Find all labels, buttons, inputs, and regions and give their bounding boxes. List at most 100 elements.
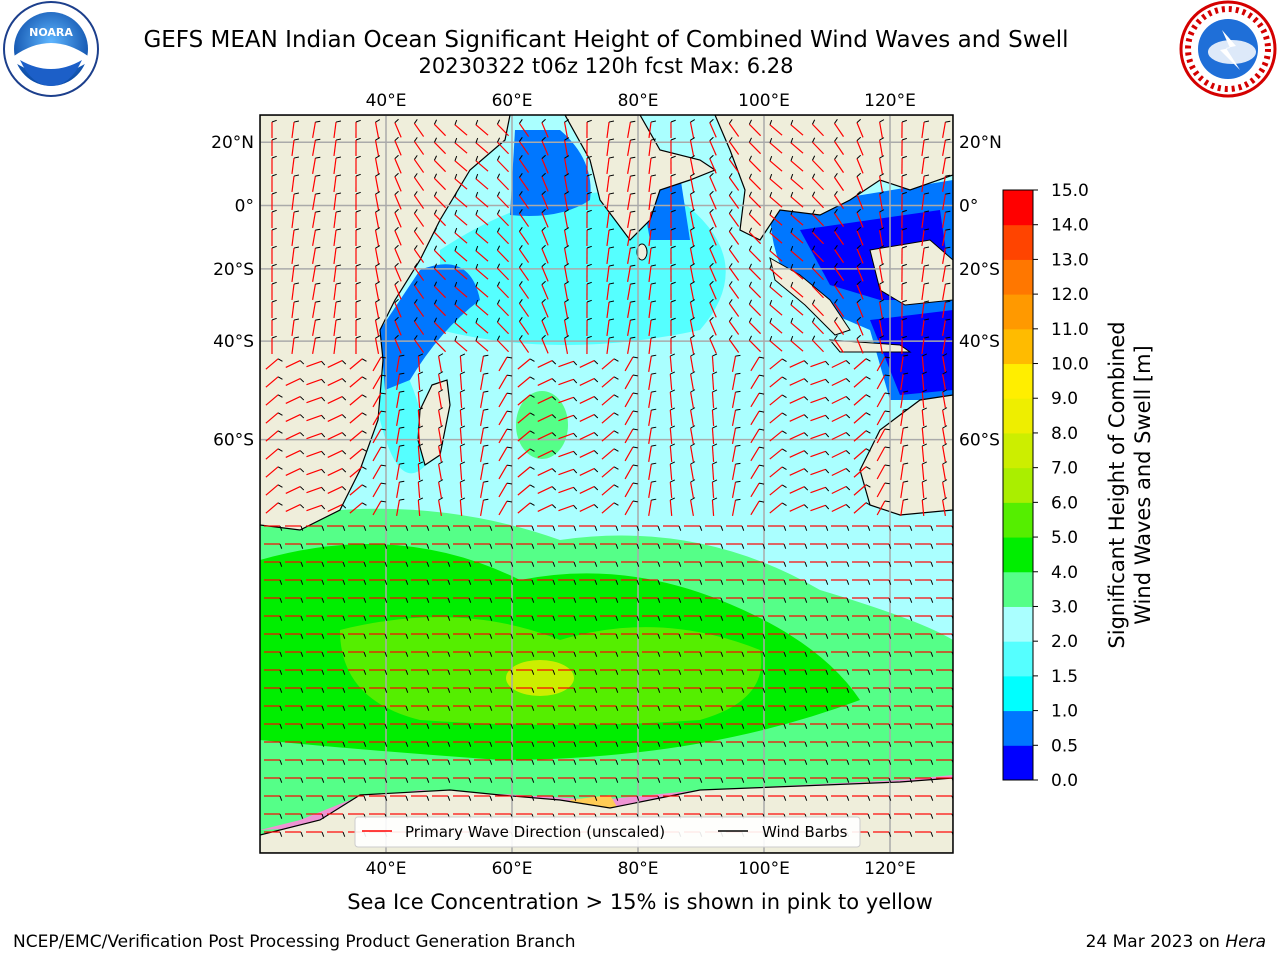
wind-barb [636, 759, 640, 765]
wind-barb [856, 244, 861, 249]
wind-barb [825, 795, 829, 801]
wind-barb [909, 741, 913, 747]
wind-barb [615, 633, 619, 639]
wave-arrow [942, 374, 946, 390]
wave-arrow [558, 504, 574, 512]
wind-barb [551, 504, 557, 509]
wind-barb [405, 597, 409, 603]
colorbar-tick-label: 15.0 [1051, 181, 1089, 201]
wave-arrow [812, 267, 824, 281]
wind-barb [321, 723, 325, 729]
wind-barb [613, 358, 619, 362]
wind-barb [888, 615, 892, 621]
wave-arrow [750, 410, 760, 426]
wind-barb [909, 651, 913, 657]
wind-barb [903, 462, 909, 465]
wave-arrow [333, 337, 337, 355]
wind-barb [380, 500, 387, 503]
wave-arrow [496, 303, 510, 317]
wind-barb [460, 461, 466, 465]
wind-barb [394, 334, 399, 340]
wave-arrow [627, 158, 631, 174]
wind-barb [384, 597, 388, 603]
wind-barb [321, 813, 325, 819]
wind-barb [867, 615, 871, 621]
wind-barb [632, 464, 638, 467]
wind-barb [375, 317, 381, 321]
wind-barb [790, 245, 794, 251]
wind-barb [670, 371, 676, 375]
wind-barb [884, 464, 890, 467]
wind-barb [341, 432, 347, 437]
wind-barb [922, 371, 927, 375]
wind-barb [856, 136, 861, 141]
wind-barb [468, 615, 472, 621]
wave-arrow [537, 450, 553, 458]
wave-arrow [265, 394, 279, 406]
wind-barb [888, 597, 892, 603]
wind-barb [335, 138, 342, 141]
wave-arrow [812, 321, 824, 335]
wind-barb [657, 669, 661, 675]
wave-arrow [921, 499, 925, 517]
wind-barb [651, 426, 657, 429]
wave-arrow [517, 484, 531, 496]
wave-arrow [900, 500, 904, 516]
wind-barb [922, 407, 927, 411]
wind-barb [650, 210, 656, 213]
wind-barb [342, 633, 346, 639]
wind-barb [573, 777, 577, 783]
wind-barb [748, 173, 752, 179]
wind-barb [922, 497, 927, 501]
wind-barb [564, 173, 570, 177]
wind-barb [405, 687, 409, 693]
wind-barb [454, 281, 458, 287]
wave-arrow [374, 302, 380, 318]
wave-arrow [769, 196, 783, 208]
wind-barb [438, 407, 444, 411]
wind-barb [363, 651, 367, 657]
wind-barb [888, 777, 892, 783]
wind-barb [341, 378, 347, 383]
wind-barb [384, 723, 388, 729]
wind-barb [335, 318, 342, 321]
wave-arrow [648, 283, 652, 301]
wind-barb [812, 245, 816, 251]
wave-arrow [291, 265, 295, 283]
wave-arrow [921, 265, 925, 283]
wind-barb [670, 119, 676, 123]
wave-arrow [942, 392, 946, 408]
wind-barb [483, 354, 489, 357]
wind-barb [413, 173, 418, 178]
wind-barb [846, 543, 850, 549]
wind-barb [790, 119, 794, 125]
wind-barb [615, 777, 619, 783]
wave-arrow [627, 212, 631, 228]
wind-barb [834, 245, 838, 250]
wave-arrow [690, 410, 694, 426]
wind-barb [825, 504, 830, 510]
wind-barb [825, 543, 829, 549]
wind-barb [279, 615, 283, 621]
wind-barb [279, 777, 283, 783]
wind-barb [690, 443, 696, 447]
wave-arrow [496, 321, 510, 335]
wind-barb [564, 335, 570, 339]
wind-barb [845, 378, 851, 383]
wave-arrow [496, 195, 510, 209]
wave-arrow [648, 319, 652, 337]
wave-arrow [433, 213, 447, 227]
wind-barb [552, 651, 556, 657]
wind-barb [573, 561, 577, 567]
wind-barb [930, 741, 934, 747]
wave-arrow [789, 360, 805, 368]
wave-arrow [648, 265, 652, 283]
wind-barb [594, 723, 598, 729]
wind-barb [426, 597, 430, 603]
wind-barb [433, 191, 438, 197]
wind-barb [355, 173, 361, 177]
wave-arrow [413, 267, 425, 281]
wind-barb [650, 282, 656, 285]
wave-arrow [627, 122, 631, 138]
wind-barb [909, 561, 913, 567]
